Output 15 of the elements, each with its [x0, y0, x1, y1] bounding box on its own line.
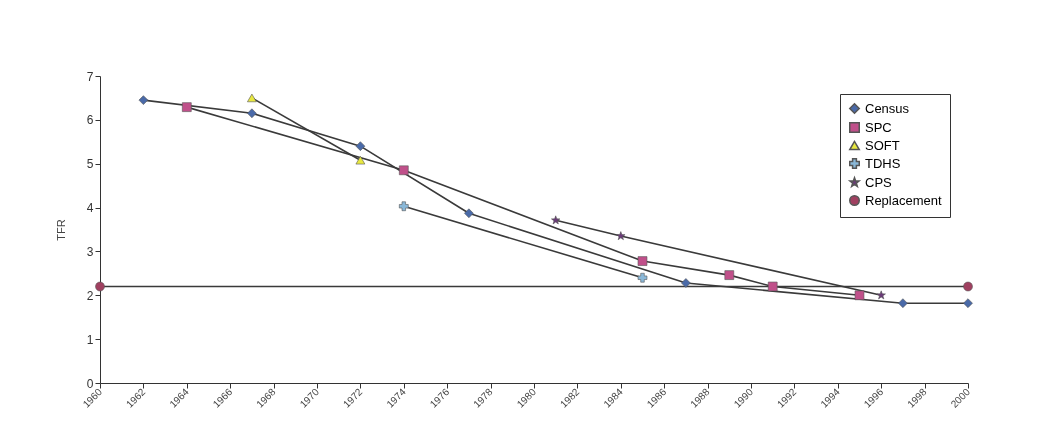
- y-tick-label: 5: [86, 157, 94, 172]
- y-tick-label: 3: [86, 244, 94, 259]
- legend-label: CPS: [865, 174, 893, 190]
- y-tick-label: 6: [86, 113, 94, 128]
- y-tick-label: 2: [86, 288, 94, 303]
- y-axis-title: TFR: [54, 219, 67, 241]
- legend-label: SPC: [865, 119, 892, 135]
- legend-label: Replacement: [865, 192, 942, 208]
- y-tick-label: 7: [86, 69, 94, 84]
- legend-label: Census: [865, 100, 910, 116]
- y-tick-label: 4: [86, 201, 94, 216]
- y-tick-label: 1: [86, 332, 94, 347]
- y-tick-label: 0: [86, 376, 94, 391]
- legend-label: TDHS: [865, 155, 901, 171]
- legend-label: SOFT: [865, 137, 900, 153]
